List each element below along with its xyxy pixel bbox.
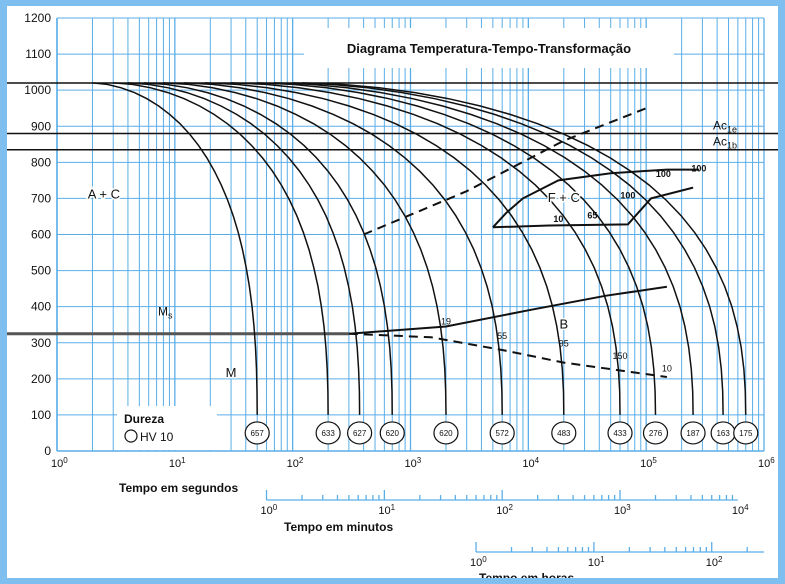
cooling-curve: [163, 82, 447, 415]
hardness-value: 163: [716, 429, 730, 438]
bainite-finish-curve: [348, 332, 668, 378]
title-box: [304, 28, 674, 68]
cooling-curve: [92, 82, 258, 415]
x-tick-label: 106: [758, 456, 775, 470]
minutes-axis-tick-label: 104: [732, 503, 749, 517]
hardness-value: 433: [613, 429, 627, 438]
hardness-circle: [489, 421, 515, 445]
y-tick-label: 700: [31, 191, 51, 205]
upper-dashed-curve: [363, 107, 647, 236]
y-tick-label: 200: [31, 372, 51, 386]
legend-circle: [124, 429, 138, 443]
y-tick-label: 400: [31, 300, 51, 314]
hardness-circle: [433, 421, 459, 445]
minutes-axis-tick-label: 100: [261, 503, 278, 517]
hardness-circle: [244, 421, 270, 445]
bainite-percent-label: 150: [613, 351, 628, 361]
reference-line-label: Ac1b: [713, 135, 737, 151]
hours-axis-tick-label: 100: [470, 555, 487, 569]
x-tick-label: 105: [640, 456, 657, 470]
region-label: F + C: [548, 190, 580, 205]
cooling-curve: [113, 82, 329, 415]
y-tick-label: 800: [31, 155, 51, 169]
hardness-circle: [551, 421, 577, 445]
y-tick-label: 300: [31, 336, 51, 350]
hours-axis-label: Tempo em horas: [479, 571, 574, 578]
hardness-value: 276: [649, 429, 663, 438]
cooling-curve: [127, 82, 361, 415]
x-tick-label: 100: [51, 456, 68, 470]
bainite-percent-label: 95: [559, 338, 569, 348]
hardness-value: 175: [739, 429, 753, 438]
hardness-value: 620: [439, 429, 453, 438]
chart-panel: 0 100 200 300 400 500 600 700 800 900 1000 1100 1200…: [7, 6, 778, 578]
cooling-curve: [301, 82, 747, 415]
hardness-value: 620: [386, 429, 400, 438]
reference-line-label: Ac1e: [713, 118, 737, 134]
bainite-percent-label: 10: [662, 364, 672, 374]
hardness-value: 657: [251, 429, 265, 438]
y-tick-label: 900: [31, 119, 51, 133]
y-tick-label: 1100: [25, 47, 51, 61]
cooling-curve: [292, 82, 724, 415]
hardness-circle: [680, 421, 706, 445]
x-axis-label: Tempo em segundos: [119, 481, 238, 495]
bainite-percent-label: 19: [441, 317, 451, 327]
y-tick-label: 1000: [24, 83, 51, 97]
y-tick-label: 100: [31, 408, 51, 422]
x-tick-label: 101: [169, 456, 186, 470]
minutes-axis-label: Tempo em minutos: [284, 520, 393, 534]
minutes-axis-tick-label: 103: [614, 503, 631, 517]
minutes-axis-tick-label: 102: [496, 503, 513, 517]
hardness-value: 483: [557, 429, 571, 438]
hardness-value: 633: [321, 429, 335, 438]
x-tick-label: 104: [522, 456, 539, 470]
ferrite-percent-label: 100: [691, 163, 706, 173]
region-label: A + C: [88, 186, 120, 201]
hardness-circle: [733, 421, 759, 445]
minutes-axis-tick-label: 101: [378, 503, 395, 517]
legend-box: [117, 406, 217, 450]
hardness-value: 627: [353, 429, 367, 438]
y-tick-label: 1200: [24, 11, 51, 25]
hardness-circle: [607, 421, 633, 445]
legend-title: Dureza: [124, 412, 164, 426]
x-tick-label: 102: [287, 456, 304, 470]
bainite-start-curve: [348, 285, 668, 335]
ferrite-finish-curve: [492, 186, 694, 229]
cooling-curve: [144, 82, 393, 415]
ferrite-percent-label: 10: [553, 214, 563, 224]
cooling-curve: [204, 82, 565, 415]
ferrite-percent-label: 100: [620, 190, 635, 200]
ferrite-percent-label: 100: [656, 169, 671, 179]
hardness-circle: [642, 421, 669, 445]
x-tick-label: 103: [405, 456, 422, 470]
region-label: M: [226, 365, 237, 380]
ttt-chart: 0100200300400500600700800900100011001200…: [7, 11, 778, 578]
cooling-curve: [184, 82, 503, 415]
hardness-circle: [347, 421, 373, 445]
cooling-curve: [274, 82, 694, 415]
ms-label: Ms: [158, 305, 173, 321]
y-tick-label: 600: [31, 228, 51, 242]
hardness-circle: [379, 421, 405, 445]
hours-axis-tick-label: 101: [588, 555, 605, 569]
bainite-percent-label: 55: [497, 331, 507, 341]
ferrite-start-curve: [492, 168, 699, 228]
hardness-value: 187: [686, 429, 700, 438]
cooling-curve: [257, 82, 657, 415]
y-tick-label: 500: [31, 264, 51, 278]
hours-axis-tick-label: 102: [706, 555, 723, 569]
legend-item: HV 10: [140, 430, 174, 444]
ferrite-percent-label: 65: [587, 210, 597, 220]
y-tick-label: 0: [44, 444, 51, 458]
hardness-value: 572: [496, 429, 510, 438]
chart-title: Diagrama Temperatura-Tempo-Transformação: [347, 41, 631, 56]
cooling-curve: [231, 82, 621, 415]
hardness-circle: [315, 421, 341, 445]
region-label: B: [559, 316, 568, 331]
